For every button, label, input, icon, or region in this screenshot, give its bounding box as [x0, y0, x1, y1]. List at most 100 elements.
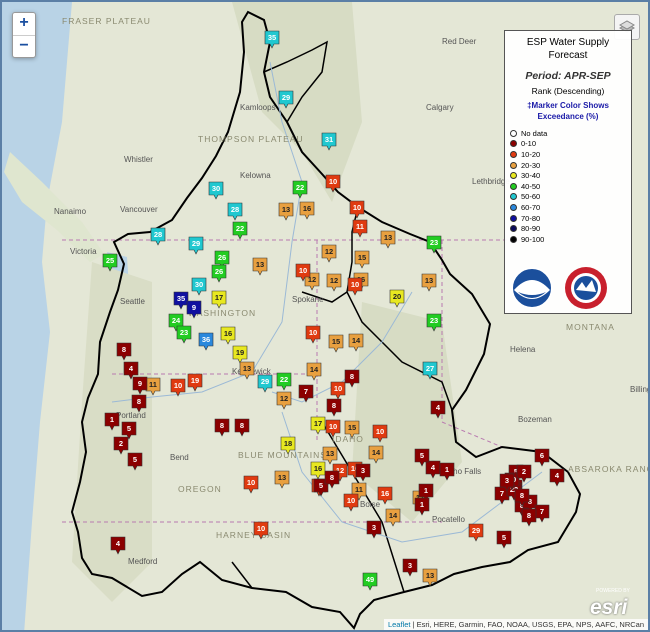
- forecast-marker[interactable]: 1: [104, 412, 120, 431]
- forecast-marker[interactable]: 23: [426, 313, 442, 332]
- forecast-marker[interactable]: 11: [352, 219, 368, 238]
- marker-label: 13: [326, 449, 334, 458]
- forecast-marker[interactable]: 10: [295, 263, 311, 282]
- forecast-marker[interactable]: 10: [330, 381, 346, 400]
- forecast-marker[interactable]: 9: [186, 300, 202, 319]
- forecast-marker[interactable]: 10: [349, 200, 365, 219]
- forecast-marker[interactable]: 29: [257, 374, 273, 393]
- forecast-marker[interactable]: 8: [326, 398, 342, 417]
- forecast-marker[interactable]: 10: [243, 475, 259, 494]
- forecast-marker[interactable]: 11: [145, 377, 161, 396]
- forecast-marker[interactable]: 8: [324, 470, 340, 489]
- forecast-marker[interactable]: 10: [325, 419, 341, 438]
- forecast-marker[interactable]: 29: [188, 236, 204, 255]
- leaflet-link[interactable]: Leaflet: [387, 620, 411, 629]
- forecast-marker[interactable]: 35: [173, 291, 189, 310]
- forecast-marker[interactable]: 10: [253, 521, 269, 540]
- forecast-marker[interactable]: 3: [366, 520, 382, 539]
- forecast-marker[interactable]: 5: [496, 530, 512, 549]
- forecast-marker[interactable]: 15: [328, 334, 344, 353]
- forecast-marker[interactable]: 12: [326, 273, 342, 292]
- forecast-marker[interactable]: 14: [306, 362, 322, 381]
- forecast-marker[interactable]: 13: [278, 202, 294, 221]
- forecast-marker[interactable]: 22: [232, 221, 248, 240]
- forecast-marker[interactable]: 4: [110, 536, 126, 555]
- forecast-marker[interactable]: 30: [208, 181, 224, 200]
- forecast-marker[interactable]: 16: [377, 486, 393, 505]
- forecast-marker[interactable]: 16: [220, 326, 236, 345]
- forecast-marker[interactable]: 28: [150, 227, 166, 246]
- forecast-marker[interactable]: 13: [239, 361, 255, 380]
- forecast-marker[interactable]: 35: [264, 30, 280, 49]
- forecast-marker[interactable]: 5: [121, 421, 137, 440]
- forecast-marker[interactable]: 10: [170, 378, 186, 397]
- forecast-marker[interactable]: 28: [227, 202, 243, 221]
- forecast-marker[interactable]: 15: [344, 420, 360, 439]
- forecast-marker[interactable]: 13: [322, 446, 338, 465]
- marker-label: 10: [353, 203, 361, 212]
- forecast-marker[interactable]: 4: [549, 468, 565, 487]
- forecast-marker[interactable]: 14: [385, 508, 401, 527]
- forecast-marker[interactable]: 4: [430, 400, 446, 419]
- forecast-marker[interactable]: 8: [131, 394, 147, 413]
- forecast-marker[interactable]: 16: [310, 461, 326, 480]
- forecast-marker[interactable]: 10: [347, 277, 363, 296]
- forecast-marker[interactable]: 1: [439, 462, 455, 481]
- forecast-marker[interactable]: 13: [422, 568, 438, 587]
- forecast-marker[interactable]: 12: [276, 391, 292, 410]
- forecast-marker[interactable]: 8: [521, 508, 537, 527]
- forecast-marker[interactable]: 27: [422, 361, 438, 380]
- forecast-marker[interactable]: 17: [310, 416, 326, 435]
- forecast-marker[interactable]: 19: [187, 373, 203, 392]
- forecast-marker[interactable]: 3: [499, 473, 515, 492]
- zoom-out-button[interactable]: −: [13, 35, 35, 57]
- forecast-marker[interactable]: 17: [211, 290, 227, 309]
- forecast-marker[interactable]: 19: [232, 345, 248, 364]
- forecast-marker[interactable]: 13: [421, 273, 437, 292]
- forecast-marker[interactable]: 2: [516, 464, 532, 483]
- forecast-marker[interactable]: 7: [298, 384, 314, 403]
- forecast-marker[interactable]: 22: [276, 372, 292, 391]
- forecast-marker[interactable]: 8: [514, 488, 530, 507]
- forecast-marker[interactable]: 3: [402, 558, 418, 577]
- forecast-marker[interactable]: 13: [380, 230, 396, 249]
- forecast-marker[interactable]: 2: [113, 436, 129, 455]
- forecast-marker[interactable]: 29: [278, 90, 294, 109]
- forecast-marker[interactable]: 13: [274, 470, 290, 489]
- forecast-marker[interactable]: 8: [344, 369, 360, 388]
- forecast-marker[interactable]: 26: [211, 264, 227, 283]
- forecast-marker[interactable]: 1: [414, 497, 430, 516]
- forecast-marker[interactable]: 14: [368, 445, 384, 464]
- forecast-marker[interactable]: 16: [299, 201, 315, 220]
- forecast-marker[interactable]: 31: [321, 132, 337, 151]
- forecast-marker[interactable]: 10: [343, 493, 359, 512]
- forecast-marker[interactable]: 23: [426, 235, 442, 254]
- forecast-marker[interactable]: 5: [127, 452, 143, 471]
- forecast-marker[interactable]: 3: [355, 463, 371, 482]
- forecast-marker[interactable]: 6: [534, 448, 550, 467]
- forecast-marker[interactable]: 20: [389, 289, 405, 308]
- forecast-marker[interactable]: 18: [280, 436, 296, 455]
- marker-label: 30: [195, 280, 203, 289]
- forecast-marker[interactable]: 25: [102, 253, 118, 272]
- zoom-in-button[interactable]: +: [19, 14, 29, 31]
- forecast-marker[interactable]: 30: [191, 277, 207, 296]
- forecast-marker[interactable]: 4: [123, 361, 139, 380]
- forecast-marker[interactable]: 15: [354, 250, 370, 269]
- forecast-marker[interactable]: 10: [372, 424, 388, 443]
- forecast-marker[interactable]: 49: [362, 572, 378, 591]
- forecast-marker[interactable]: 36: [198, 332, 214, 351]
- forecast-marker[interactable]: 23: [176, 325, 192, 344]
- forecast-marker[interactable]: 8: [116, 342, 132, 361]
- forecast-marker[interactable]: 14: [348, 333, 364, 352]
- forecast-marker[interactable]: 8: [214, 418, 230, 437]
- forecast-marker[interactable]: 8: [234, 418, 250, 437]
- forecast-marker[interactable]: 10: [325, 174, 341, 193]
- forecast-marker[interactable]: 13: [252, 257, 268, 276]
- forecast-marker[interactable]: 5: [414, 448, 430, 467]
- forecast-marker[interactable]: 9: [132, 376, 148, 395]
- forecast-marker[interactable]: 10: [305, 325, 321, 344]
- forecast-marker[interactable]: 22: [292, 180, 308, 199]
- forecast-marker[interactable]: 29: [468, 523, 484, 542]
- forecast-marker[interactable]: 12: [321, 244, 337, 263]
